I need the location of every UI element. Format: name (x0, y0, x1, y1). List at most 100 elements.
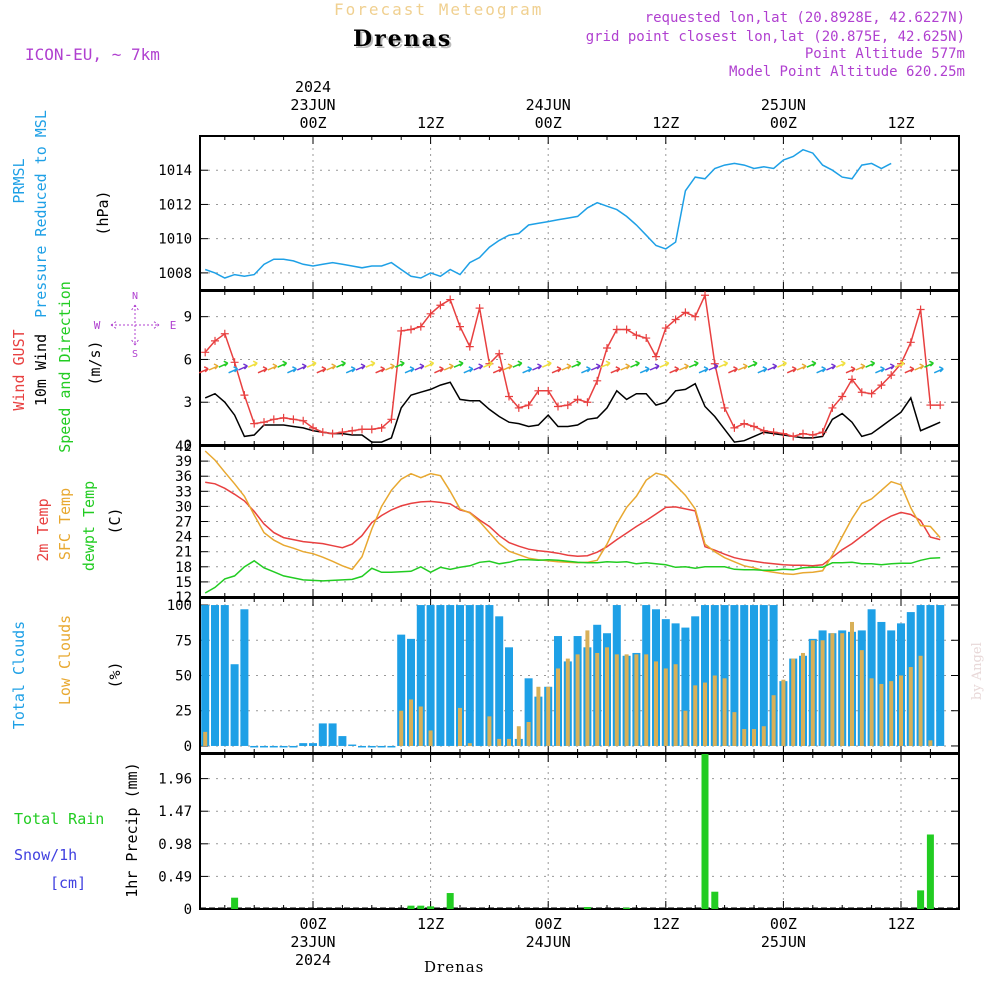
wind-direction-arrow (904, 366, 915, 374)
low-cloud-bar (732, 712, 737, 746)
time-label-top: 12Z (887, 114, 914, 132)
low-cloud-bar (497, 738, 502, 746)
y-tick-label: 1012 (158, 197, 192, 213)
gust-marker (750, 422, 758, 431)
wind-label-10m: 10m Wind (32, 334, 50, 406)
low-cloud-bar (663, 668, 668, 746)
gust-marker (759, 426, 768, 435)
compass-north: N (132, 291, 138, 302)
wind-direction-arrow (198, 366, 209, 374)
precip-bar (446, 893, 454, 909)
wind-direction-arrow (443, 363, 454, 371)
y-tick-label: 0 (184, 438, 192, 454)
gust-marker (926, 401, 935, 410)
side-labels: PRMSL Pressure Reduced to MSL (hPa) Wind GU… (10, 110, 141, 898)
low-cloud-bar (654, 661, 658, 746)
low-cloud-bar (889, 681, 894, 746)
precip-label-snow: Snow/1h (14, 846, 77, 864)
total-cloud-bar (475, 605, 484, 746)
total-cloud-bar (701, 605, 709, 746)
compass-south: S (132, 349, 138, 360)
gust-marker (554, 402, 562, 411)
gust-marker (632, 331, 641, 340)
time-label-top: 00Z (770, 114, 797, 132)
series-line-prmsl (204, 148, 892, 279)
gust-marker (818, 428, 827, 437)
total-cloud-bar (524, 678, 533, 746)
gust-marker (367, 425, 376, 434)
wind-direction-arrow (845, 366, 856, 374)
temp-label-2m: 2m Temp (34, 498, 52, 561)
low-cloud-bar (467, 743, 472, 746)
total-cloud-bar (309, 743, 317, 746)
low-cloud-bar (810, 640, 815, 746)
low-cloud-bar (781, 679, 786, 746)
gust-marker (936, 401, 945, 410)
gust-marker (642, 334, 651, 343)
low-cloud-bar (801, 652, 805, 746)
pressure-label-prmsl: PRMSL (10, 158, 28, 203)
gust-marker (857, 388, 866, 397)
gust-marker (906, 338, 915, 347)
precip-bar (623, 907, 631, 909)
precip-bar (407, 905, 415, 909)
low-cloud-bar (712, 675, 717, 746)
low-cloud-bar (575, 654, 580, 746)
wind-direction-arrow (571, 360, 582, 368)
wind-direction-arrow (326, 363, 337, 371)
gust-marker (495, 349, 504, 358)
wind-direction-arrow (257, 366, 268, 374)
low-cloud-bar (791, 658, 796, 746)
low-cloud-bar (908, 667, 913, 746)
gust-marker (348, 426, 357, 435)
wind-direction-arrow (620, 363, 631, 371)
y-tick-label: 6 (184, 352, 192, 368)
low-cloud-bar (556, 668, 560, 746)
precip-bar (427, 906, 435, 909)
chart-title: Forecast Meteogram (334, 0, 544, 19)
y-tick-label: 9 (184, 310, 192, 326)
gust-marker (916, 305, 925, 314)
y-tick-label: 21 (175, 545, 192, 561)
total-cloud-bar (377, 745, 386, 748)
y-tick-label: 27 (175, 515, 192, 531)
time-label-top: 00Z (299, 114, 326, 132)
low-cloud-bar (507, 738, 511, 746)
total-cloud-bar (328, 723, 337, 746)
wind-direction-arrow (365, 360, 376, 368)
low-cloud-bar (418, 706, 423, 746)
compass-west: W (94, 319, 101, 332)
total-cloud-bar (367, 745, 376, 748)
total-cloud-bar (681, 627, 690, 746)
time-label-bottom: 00Z (535, 915, 562, 933)
point-altitude: Point Altitude 577m (804, 46, 965, 62)
total-cloud-bar (730, 605, 739, 746)
low-cloud-bar (673, 664, 678, 746)
wind-direction-arrow (238, 363, 248, 371)
temp-label-dewpt: dewpt Temp (80, 481, 98, 571)
total-cloud-bar (250, 745, 259, 748)
gust-marker (387, 415, 396, 424)
gust-marker (622, 325, 631, 334)
low-cloud-bar (830, 633, 835, 746)
low-cloud-bar (605, 647, 609, 746)
low-cloud-bar (634, 654, 639, 746)
wind-direction-arrow (532, 363, 542, 371)
wind-direction-arrow (434, 366, 444, 374)
gust-marker (887, 371, 896, 380)
series-line-dewpt-temp (204, 556, 941, 594)
total-cloud-bar (387, 745, 396, 748)
wind-panel: 0 3 6 9 N S W E (94, 290, 960, 454)
wind-direction-arrow (590, 363, 601, 371)
gust-marker (583, 398, 592, 407)
gust-marker (475, 304, 484, 313)
gust-marker (720, 403, 729, 412)
low-cloud-bar (585, 630, 590, 746)
gust-marker (514, 403, 523, 412)
wind-direction-arrow (669, 366, 680, 374)
gust-marker (250, 419, 259, 428)
y-tick-label: 50 (175, 669, 192, 685)
gust-marker (201, 348, 210, 357)
